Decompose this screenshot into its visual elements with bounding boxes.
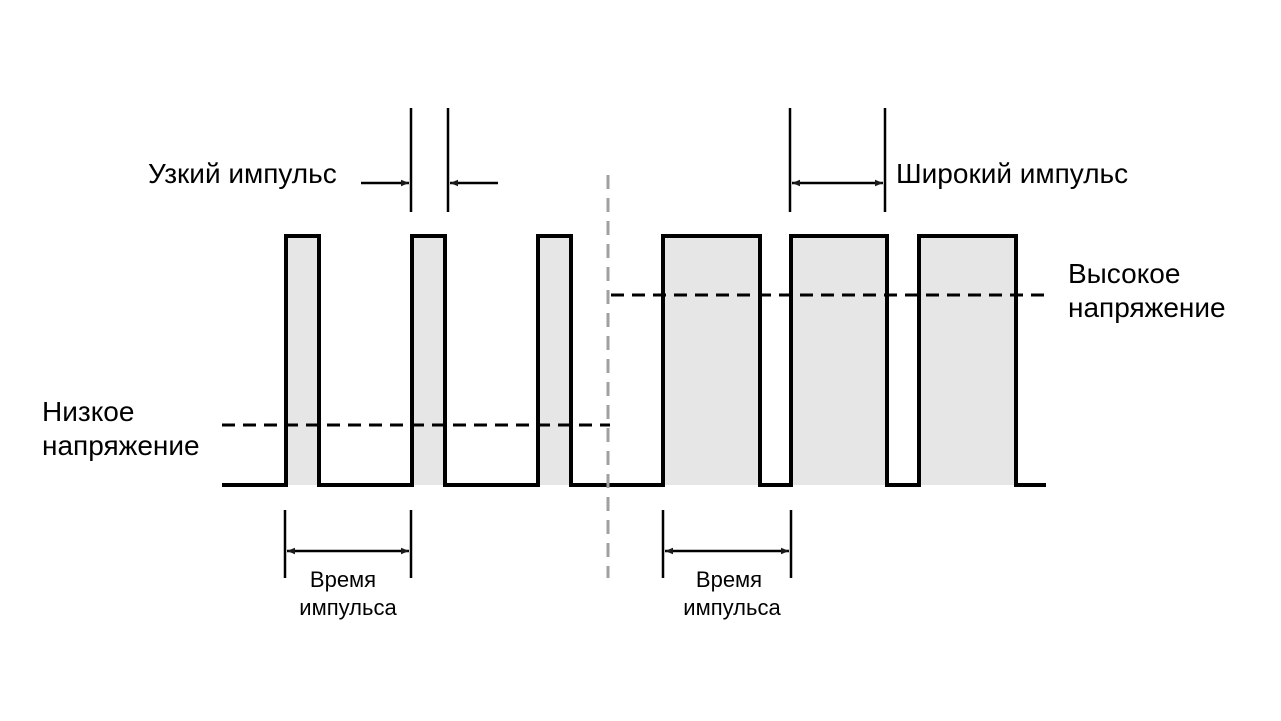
pulse-time-right-label-line1: Время [696, 567, 762, 592]
high-voltage-label-line2: напряжение [1068, 292, 1226, 323]
narrow-pulse-fill-2 [412, 236, 445, 485]
low-voltage-label-line2: напряжение [42, 430, 200, 461]
high-voltage-label-line1: Высокое [1068, 258, 1180, 289]
wide-pulse-fill-3 [919, 236, 1016, 485]
pwm-signal-waveform [222, 234, 1046, 487]
pulse-time-left-label-line1: Время [310, 567, 376, 592]
narrow-pulse-label: Узкий импульс [148, 158, 337, 189]
narrow-pulse-fill-3 [538, 236, 571, 485]
narrow-pulse-indicator [361, 108, 498, 212]
wide-pulse-fill-1 [663, 236, 760, 485]
wide-pulse-fill-2 [791, 236, 887, 485]
pulse-time-right-label-line2: импульса [683, 595, 781, 620]
narrow-pulse-fill-1 [286, 236, 319, 485]
pulse-fills [286, 236, 1016, 485]
pulse-time-indicator-right [661, 510, 793, 578]
low-voltage-label-line1: Низкое [42, 396, 134, 427]
wide-pulse-indicator [788, 108, 887, 212]
pulse-time-left-label-line2: импульса [299, 595, 397, 620]
wide-pulse-label: Широкий импульс [896, 158, 1128, 189]
pulse-time-indicator-left [283, 510, 413, 578]
